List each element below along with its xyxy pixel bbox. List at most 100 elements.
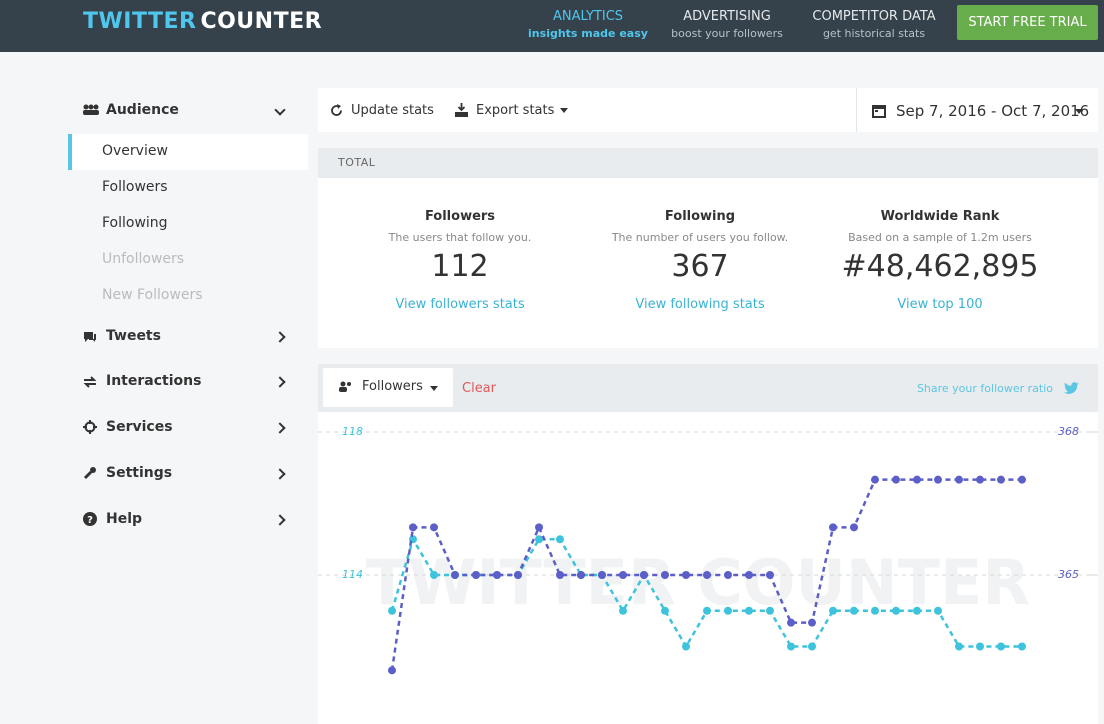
data-point bbox=[871, 606, 879, 615]
data-point bbox=[913, 606, 921, 615]
chevron-right bbox=[274, 422, 286, 434]
data-point bbox=[724, 571, 732, 579]
data-point bbox=[535, 523, 543, 532]
nav-item[interactable]: Unfollowers bbox=[102, 251, 185, 267]
calendar-icon bbox=[872, 105, 886, 118]
nav-item[interactable]: Following bbox=[102, 215, 168, 231]
data-point bbox=[934, 475, 942, 484]
export-icon bbox=[455, 103, 468, 117]
data-point bbox=[619, 606, 627, 615]
update-button[interactable]: Update stats bbox=[351, 103, 434, 118]
section-label[interactable]: Interactions bbox=[106, 373, 202, 389]
stat-title: Followers bbox=[424, 209, 496, 224]
watermark: TWITTER COUNTER bbox=[366, 546, 1030, 619]
data-point bbox=[850, 523, 858, 532]
data-point bbox=[472, 571, 480, 579]
data-point bbox=[829, 606, 837, 615]
help-icon: ? bbox=[83, 512, 97, 526]
stat-link[interactable]: View followers stats bbox=[395, 297, 525, 312]
users-icon bbox=[339, 381, 351, 392]
chart: TWITTER COUNTER 114 118 365 368 bbox=[318, 412, 1098, 724]
stat-link[interactable]: View following stats bbox=[635, 297, 765, 312]
data-point bbox=[787, 642, 795, 651]
data-point bbox=[409, 523, 417, 532]
data-point bbox=[451, 571, 459, 579]
cta-button[interactable]: START FREE TRIAL bbox=[957, 5, 1098, 40]
y2-tick-label: 368 bbox=[1058, 425, 1079, 438]
data-point bbox=[535, 535, 543, 544]
data-point bbox=[808, 642, 816, 651]
data-point bbox=[787, 618, 795, 627]
share-link[interactable]: Share your follower ratio bbox=[916, 382, 1053, 395]
data-point bbox=[430, 571, 438, 579]
data-point bbox=[661, 571, 669, 579]
section-label[interactable]: Tweets bbox=[106, 328, 161, 344]
caret bbox=[560, 108, 568, 113]
nav-title[interactable]: ANALYTICS bbox=[552, 9, 624, 24]
data-point bbox=[955, 642, 963, 651]
data-point bbox=[703, 571, 711, 579]
export-button[interactable]: Export stats bbox=[476, 103, 555, 118]
data-point bbox=[493, 571, 501, 579]
section-label[interactable]: Settings bbox=[106, 465, 173, 481]
nav-title[interactable]: ADVERTISING bbox=[683, 9, 771, 24]
interactions-icon bbox=[83, 376, 97, 388]
data-point bbox=[1018, 642, 1026, 651]
data-point bbox=[766, 606, 774, 615]
brand-first: TWITTER bbox=[83, 9, 197, 34]
chevron-right bbox=[274, 376, 286, 388]
section-label[interactable]: Audience bbox=[106, 102, 179, 118]
nav-item[interactable]: Overview bbox=[102, 143, 168, 159]
series-selector[interactable]: Followers bbox=[362, 379, 423, 394]
section-label[interactable]: Services bbox=[106, 419, 173, 435]
chevron-down bbox=[274, 104, 286, 116]
data-point bbox=[682, 642, 690, 651]
data-point bbox=[766, 571, 774, 579]
data-point bbox=[976, 475, 984, 484]
stat-value: 112 bbox=[431, 249, 489, 284]
twitter-icon[interactable] bbox=[1064, 382, 1079, 395]
toolbar bbox=[318, 88, 1098, 132]
data-point bbox=[745, 606, 753, 615]
separator bbox=[856, 88, 857, 132]
data-point bbox=[661, 606, 669, 615]
y-tick-label: 114 bbox=[342, 568, 363, 581]
data-point bbox=[388, 606, 396, 615]
nav-item[interactable]: Followers bbox=[102, 179, 168, 195]
stat-description: The users that follow you. bbox=[388, 231, 532, 244]
data-point bbox=[997, 642, 1005, 651]
stat-link[interactable]: View top 100 bbox=[897, 297, 983, 312]
settings-icon bbox=[83, 467, 96, 480]
data-point bbox=[640, 571, 648, 579]
clear-link[interactable]: Clear bbox=[462, 381, 496, 396]
nav-subtitle: insights made easy bbox=[528, 27, 648, 40]
header bbox=[0, 0, 1104, 52]
brand[interactable]: TWITTER COUNTER bbox=[83, 9, 322, 34]
data-point bbox=[745, 571, 753, 579]
data-point bbox=[1018, 475, 1026, 484]
active-item-bg bbox=[68, 134, 308, 170]
nav-item[interactable]: New Followers bbox=[102, 287, 203, 303]
data-point bbox=[934, 606, 942, 615]
data-point bbox=[808, 618, 816, 627]
data-point bbox=[514, 571, 522, 579]
data-point bbox=[682, 571, 690, 579]
chevron-right bbox=[274, 514, 286, 526]
nav-title[interactable]: COMPETITOR DATA bbox=[812, 9, 936, 24]
stat-title: Worldwide Rank bbox=[880, 209, 1000, 224]
stat-title: Following bbox=[664, 209, 736, 224]
data-point bbox=[703, 606, 711, 615]
date-range[interactable]: Sep 7, 2016 - Oct 7, 2016 bbox=[896, 102, 1090, 120]
data-point bbox=[598, 571, 606, 579]
stat-description: The number of users you follow. bbox=[611, 231, 789, 244]
data-point bbox=[619, 571, 627, 579]
data-point bbox=[829, 523, 837, 532]
services-icon bbox=[83, 420, 97, 434]
data-point bbox=[913, 475, 921, 484]
data-point bbox=[892, 475, 900, 484]
nav-subtitle: boost your followers bbox=[671, 27, 783, 40]
section-label[interactable]: Help bbox=[106, 511, 143, 527]
data-point bbox=[976, 642, 984, 651]
audience-icon bbox=[83, 104, 99, 115]
